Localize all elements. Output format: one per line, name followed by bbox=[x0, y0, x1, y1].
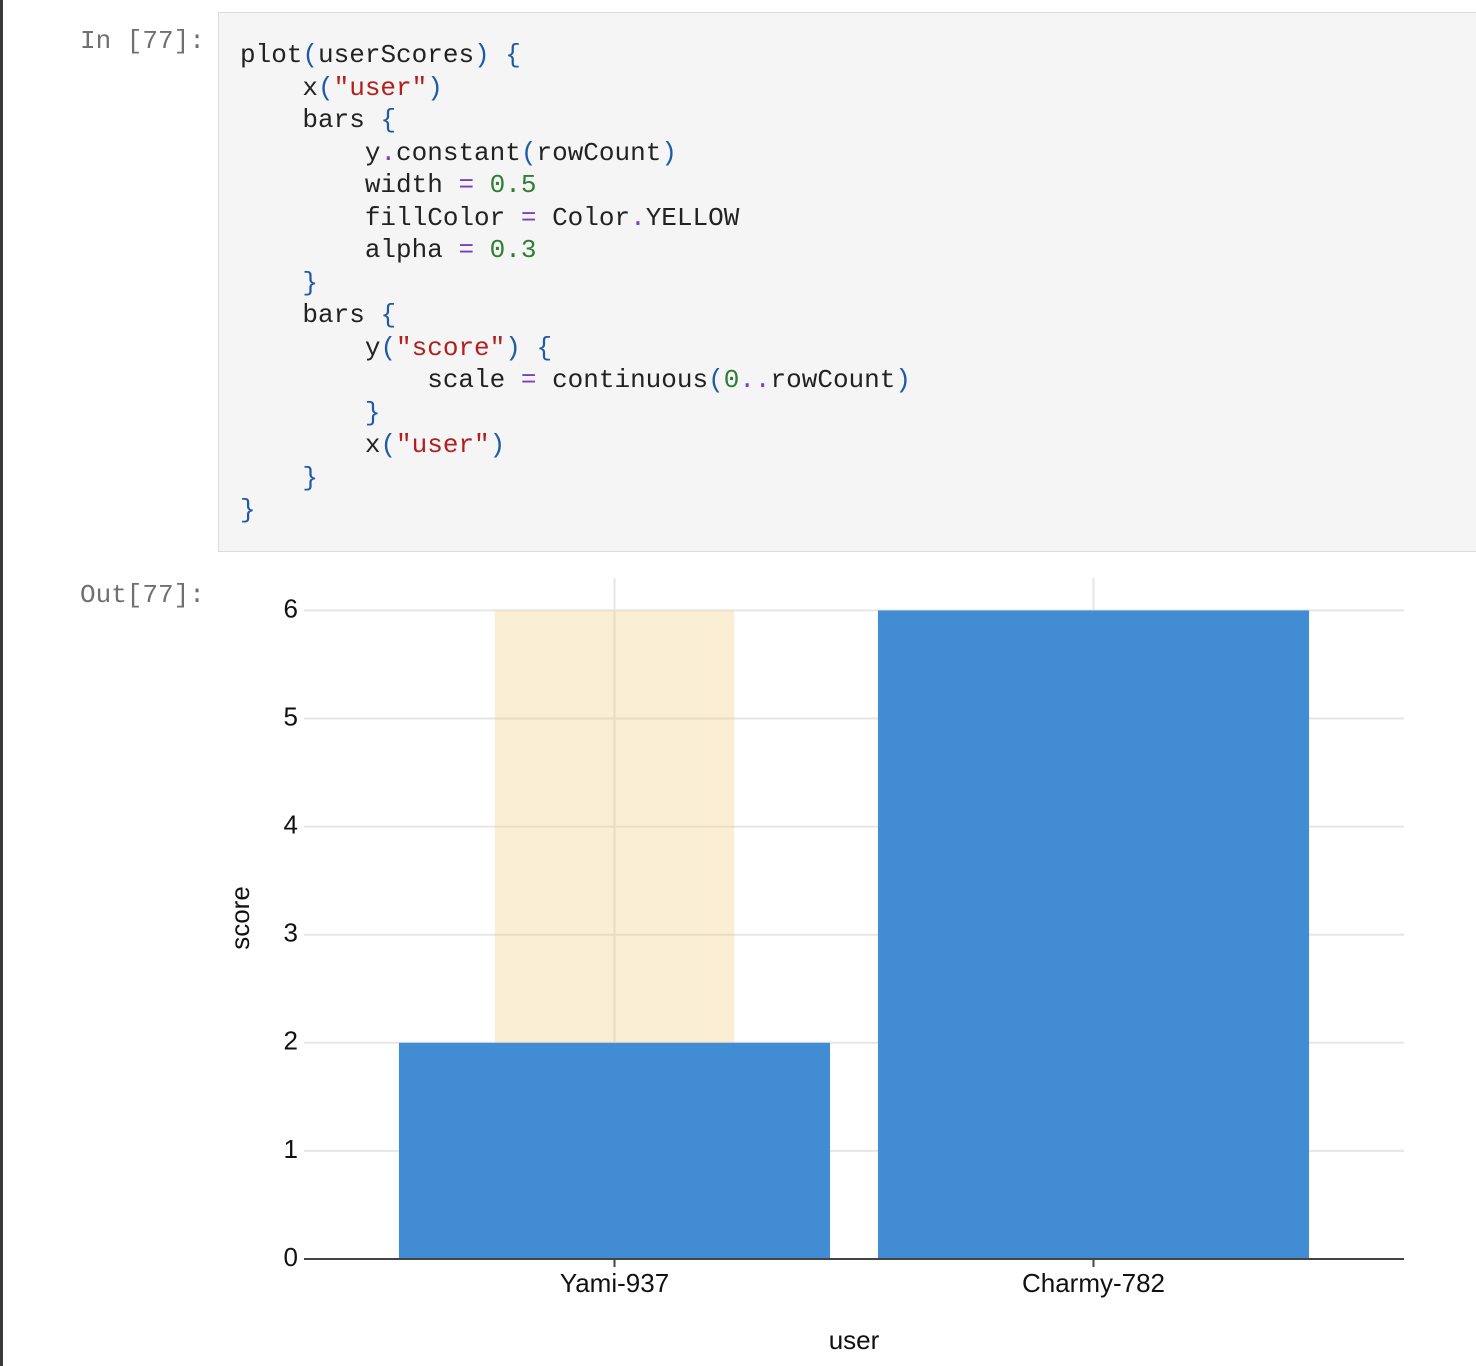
bar bbox=[877, 610, 1310, 1259]
y-tick-label: 5 bbox=[284, 701, 298, 731]
code-token: .. bbox=[739, 365, 771, 395]
code-token: ) bbox=[427, 72, 443, 103]
code-token: scale bbox=[240, 365, 521, 395]
code-token: } bbox=[302, 462, 319, 493]
code-token: } bbox=[364, 397, 381, 428]
code-token: rowCount bbox=[770, 365, 896, 395]
code-token: ) bbox=[474, 40, 490, 70]
code-line: width = 0.5 bbox=[240, 169, 911, 202]
code-token: continuous bbox=[536, 365, 709, 395]
code-token: Color bbox=[536, 202, 631, 233]
code-line: scale = continuous(0..rowCount) bbox=[240, 364, 911, 397]
code-token: 0.3 bbox=[489, 235, 537, 265]
code-token: bars bbox=[240, 300, 381, 330]
code-token: 0 bbox=[723, 365, 740, 395]
output-prompt: Out[77]: bbox=[80, 580, 205, 610]
code: plot(userScores) { x("user") bars { y.co… bbox=[240, 39, 911, 527]
code-token: x bbox=[240, 430, 381, 460]
x-tick-label: Yami-937 bbox=[560, 1268, 669, 1298]
y-tick-label: 4 bbox=[284, 809, 298, 839]
code-token: 0.5 bbox=[489, 170, 537, 200]
code-token: "user" bbox=[333, 72, 428, 103]
y-tick-label: 3 bbox=[284, 918, 298, 948]
code-token: width bbox=[240, 170, 459, 200]
code-token: ( bbox=[708, 365, 724, 395]
code-token: alpha bbox=[240, 235, 459, 265]
code-token: fillColor bbox=[240, 202, 521, 233]
code-token: ) bbox=[895, 365, 911, 395]
code-token: ( bbox=[380, 430, 397, 460]
code-token: ( bbox=[520, 137, 537, 168]
code-token: { bbox=[380, 105, 397, 135]
code-token: ) bbox=[489, 430, 506, 460]
code-line: x("user") bbox=[240, 429, 911, 462]
code-line: } bbox=[240, 267, 911, 300]
code-line: fillColor = Color.YELLOW bbox=[240, 202, 911, 235]
y-tick-label: 1 bbox=[284, 1134, 298, 1164]
code-token: } bbox=[302, 267, 319, 298]
code-token: = bbox=[520, 202, 537, 233]
code-line: } bbox=[240, 494, 911, 527]
code-token: = bbox=[458, 170, 475, 200]
code-token: ) bbox=[661, 137, 677, 168]
code-line: } bbox=[240, 462, 911, 495]
y-tick-label: 0 bbox=[284, 1242, 298, 1272]
code-token: ) bbox=[505, 332, 521, 363]
code-line: plot(userScores) { bbox=[240, 39, 911, 72]
y-axis-title: score bbox=[225, 886, 255, 950]
bar bbox=[398, 1042, 831, 1259]
code-token: . bbox=[380, 137, 397, 168]
code-token: constant bbox=[396, 137, 521, 168]
code-token: = bbox=[520, 365, 537, 395]
code-token: y bbox=[240, 137, 381, 168]
code-token: = bbox=[458, 235, 475, 265]
x-axis-title: user bbox=[829, 1325, 880, 1355]
code-line: y("score") { bbox=[240, 332, 911, 365]
code-line: alpha = 0.3 bbox=[240, 234, 911, 267]
code-token: . bbox=[630, 202, 646, 233]
code-token: ( bbox=[302, 40, 319, 70]
code-token: "score" bbox=[396, 332, 506, 363]
x-tick-label: Charmy-782 bbox=[1022, 1268, 1165, 1298]
code-token: y bbox=[240, 332, 381, 363]
code-line: y.constant(rowCount) bbox=[240, 137, 911, 170]
code-token: bars bbox=[240, 105, 381, 135]
y-tick-label: 2 bbox=[284, 1026, 298, 1056]
code-line: } bbox=[240, 397, 911, 430]
code-line: bars { bbox=[240, 104, 911, 137]
code-token: x bbox=[240, 72, 319, 103]
input-prompt: In [77]: bbox=[80, 26, 205, 56]
code-token: ( bbox=[318, 72, 334, 103]
window-edge bbox=[0, 0, 3, 1366]
code-token: plot bbox=[240, 40, 303, 70]
y-tick-label: 6 bbox=[284, 593, 298, 623]
code-token: { bbox=[536, 332, 553, 363]
code-token: { bbox=[505, 40, 521, 70]
code-line: x("user") bbox=[240, 72, 911, 105]
code-cell[interactable]: plot(userScores) { x("user") bars { y.co… bbox=[218, 12, 1476, 552]
code-line: bars { bbox=[240, 299, 911, 332]
code-token: rowCount bbox=[536, 137, 662, 168]
code-token: "user" bbox=[396, 430, 490, 460]
code-token: userScores bbox=[318, 40, 475, 70]
code-token: { bbox=[380, 300, 397, 330]
code-token: ( bbox=[380, 332, 397, 363]
code-token: } bbox=[240, 495, 256, 525]
code-token: YELLOW bbox=[645, 202, 740, 233]
